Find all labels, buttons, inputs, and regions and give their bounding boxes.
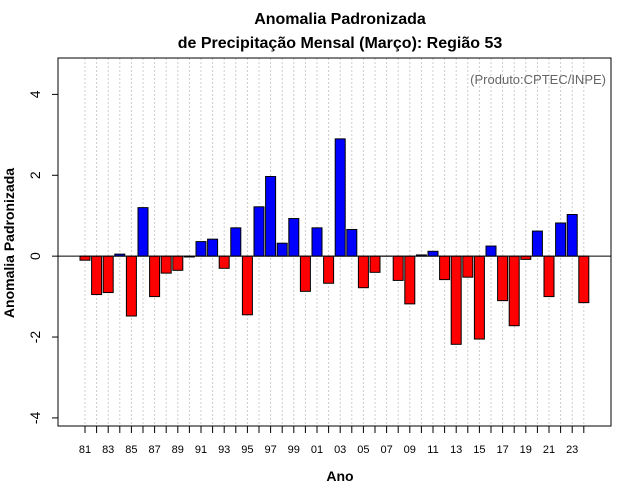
plot-frame [57,57,612,427]
bar-1997 [265,175,277,257]
x-tick-label: 09 [404,444,416,456]
bar-1981 [79,255,91,261]
bar-2011 [427,250,439,257]
bar-2003 [334,138,346,257]
x-tick-label: 07 [380,444,392,456]
bar-1985 [125,255,137,317]
y-tick-label: -2 [27,331,43,344]
x-tick-label: 05 [357,444,369,456]
gridlines [84,58,585,426]
y-tick-label: 4 [27,90,43,98]
y-tick-label: 0 [27,252,43,260]
x-tick-label: 19 [520,444,532,456]
bar-1987 [149,255,161,298]
bar-2022 [555,222,567,257]
bar-2001 [311,227,323,257]
x-tick-label: 87 [148,444,160,456]
bar-2023 [566,214,578,257]
bar-2015 [473,255,485,340]
x-axis: 81 83 85 87 89 91 93 95 97 99 01 03 05 07 09 11 13 15 17 19… [79,426,585,456]
bar-1993 [218,255,230,269]
bar-2004 [346,228,358,257]
bar-1999 [288,218,300,257]
x-tick-label: 23 [566,444,578,456]
x-tick-label: 81 [79,444,91,456]
x-tick-label: 83 [102,444,114,456]
x-axis-label: Ano [326,468,353,484]
bar-1994 [230,227,242,257]
bar-2013 [450,255,462,345]
bar-1988 [160,255,172,274]
bars [79,138,590,345]
source-annotation: (Produto:CPTEC/INPE) [470,72,606,87]
bar-1992 [207,238,219,257]
x-tick-label: 03 [334,444,346,456]
y-axis: -4 -2 0 2 4 [27,90,58,424]
y-tick-label: -4 [27,411,43,424]
bar-2014 [462,255,474,278]
bar-1982 [91,255,103,296]
bar-2006 [369,255,381,273]
x-tick-label: 85 [125,444,137,456]
bar-1995 [241,255,253,316]
x-tick-label: 15 [473,444,485,456]
bar-1991 [195,241,207,257]
chart-title-line1: Anomalia Padronizada [254,11,426,28]
x-tick-label: 89 [172,444,184,456]
x-tick-label: 17 [496,444,508,456]
x-tick-label: 91 [195,444,207,456]
bar-1998 [276,242,288,257]
x-tick-label: 11 [427,444,438,456]
bar-2018 [508,255,520,327]
bar-2008 [392,255,404,281]
bar-1983 [102,255,114,294]
x-tick-label: 99 [288,444,300,456]
bar-2024 [578,255,590,304]
bar-2009 [404,255,416,305]
chart-title-line2: de Precipitação Mensal (Março): Região 5… [178,35,503,52]
bar-2002 [323,255,335,284]
x-tick-label: 13 [450,444,462,456]
bar-2017 [497,255,509,302]
bar-2000 [299,255,311,292]
x-tick-label: 95 [241,444,253,456]
bar-2005 [357,255,369,289]
bar-2020 [531,230,543,257]
bar-2021 [543,255,555,298]
y-tick-label: 2 [27,171,43,179]
bar-2016 [485,245,497,257]
x-tick-label: 21 [543,444,555,456]
x-tick-label: 01 [311,444,323,456]
x-tick-label: 93 [218,444,230,456]
x-tick-label: 97 [264,444,276,456]
bar-1986 [137,207,149,257]
y-axis-label: Anomalia Padronizada [1,168,17,318]
bar-1989 [172,255,184,271]
bar-1996 [253,206,265,257]
bar-2012 [439,255,451,281]
